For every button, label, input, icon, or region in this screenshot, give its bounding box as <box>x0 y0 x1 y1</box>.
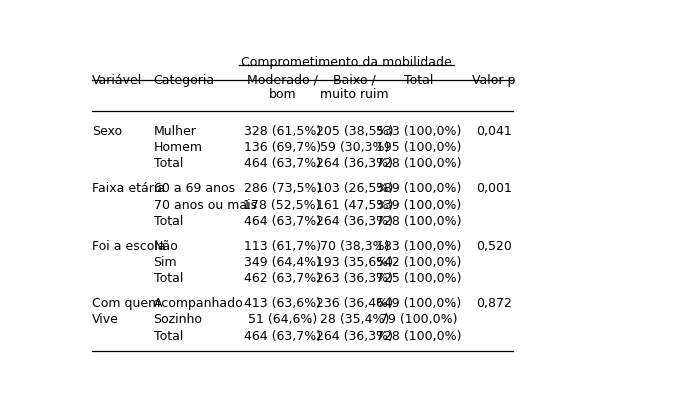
Text: 79 (100,0%): 79 (100,0%) <box>381 314 457 326</box>
Text: 236 (36,4%): 236 (36,4%) <box>316 297 393 310</box>
Text: 263 (36,3%): 263 (36,3%) <box>316 272 393 285</box>
Text: 464 (63,7%): 464 (63,7%) <box>244 215 321 228</box>
Text: Moderado /: Moderado / <box>247 74 318 87</box>
Text: Categoria: Categoria <box>154 74 215 87</box>
Text: Valor p: Valor p <box>473 74 516 87</box>
Text: 161 (47,5%): 161 (47,5%) <box>316 199 393 211</box>
Text: 70 (38,3%): 70 (38,3%) <box>320 240 390 253</box>
Text: 728 (100,0%): 728 (100,0%) <box>376 157 462 170</box>
Text: 205 (38,5%): 205 (38,5%) <box>316 125 393 138</box>
Text: 59 (30,3%): 59 (30,3%) <box>320 141 390 154</box>
Text: Total: Total <box>154 272 183 285</box>
Text: 328 (61,5%): 328 (61,5%) <box>244 125 321 138</box>
Text: 0,041: 0,041 <box>476 125 512 138</box>
Text: Total: Total <box>154 157 183 170</box>
Text: Foi a escola: Foi a escola <box>92 240 165 253</box>
Text: Mulher: Mulher <box>154 125 197 138</box>
Text: 464 (63,7%): 464 (63,7%) <box>244 157 321 170</box>
Text: 728 (100,0%): 728 (100,0%) <box>376 330 462 343</box>
Text: 339 (100,0%): 339 (100,0%) <box>376 199 462 211</box>
Text: Com quem: Com quem <box>92 297 160 310</box>
Text: Sim: Sim <box>154 256 177 269</box>
Text: muito ruim: muito ruim <box>320 89 389 101</box>
Text: 264 (36,3%): 264 (36,3%) <box>316 215 393 228</box>
Text: 264 (36,3%): 264 (36,3%) <box>316 330 393 343</box>
Text: 193 (35,6%): 193 (35,6%) <box>316 256 393 269</box>
Text: Sexo: Sexo <box>92 125 122 138</box>
Text: 113 (61,7%): 113 (61,7%) <box>244 240 321 253</box>
Text: 136 (69,7%): 136 (69,7%) <box>244 141 321 154</box>
Text: 70 anos ou mais: 70 anos ou mais <box>154 199 257 211</box>
Text: Total: Total <box>154 215 183 228</box>
Text: 349 (64,4%): 349 (64,4%) <box>244 256 321 269</box>
Text: 389 (100,0%): 389 (100,0%) <box>376 182 462 195</box>
Text: 51 (64,6%): 51 (64,6%) <box>248 314 317 326</box>
Text: Vive: Vive <box>92 314 119 326</box>
Text: Total: Total <box>404 74 434 87</box>
Text: bom: bom <box>268 89 296 101</box>
Text: Sozinho: Sozinho <box>154 314 203 326</box>
Text: 533 (100,0%): 533 (100,0%) <box>376 125 462 138</box>
Text: 462 (63,7%): 462 (63,7%) <box>244 272 321 285</box>
Text: 183 (100,0%): 183 (100,0%) <box>376 240 462 253</box>
Text: 60 a 69 anos: 60 a 69 anos <box>154 182 235 195</box>
Text: Baixo /: Baixo / <box>334 74 376 87</box>
Text: 0,001: 0,001 <box>476 182 512 195</box>
Text: 542 (100,0%): 542 (100,0%) <box>376 256 462 269</box>
Text: Faixa etária: Faixa etária <box>92 182 165 195</box>
Text: 195 (100,0%): 195 (100,0%) <box>376 141 462 154</box>
Text: 28 (35,4%): 28 (35,4%) <box>320 314 390 326</box>
Text: 728 (100,0%): 728 (100,0%) <box>376 215 462 228</box>
Text: 264 (36,3%): 264 (36,3%) <box>316 157 393 170</box>
Text: Acompanhado: Acompanhado <box>154 297 244 310</box>
Text: 725 (100,0%): 725 (100,0%) <box>376 272 462 285</box>
Text: 0,872: 0,872 <box>476 297 512 310</box>
Text: Não: Não <box>154 240 179 253</box>
Text: 0,520: 0,520 <box>476 240 512 253</box>
Text: Comprometimento da mobilidade: Comprometimento da mobilidade <box>242 55 452 69</box>
Text: Variável: Variável <box>92 74 142 87</box>
Text: 464 (63,7%): 464 (63,7%) <box>244 330 321 343</box>
Text: 413 (63,6%): 413 (63,6%) <box>244 297 321 310</box>
Text: 286 (73,5%): 286 (73,5%) <box>244 182 321 195</box>
Text: 178 (52,5%): 178 (52,5%) <box>244 199 321 211</box>
Text: 649 (100,0%): 649 (100,0%) <box>376 297 462 310</box>
Text: Total: Total <box>154 330 183 343</box>
Text: Homem: Homem <box>154 141 203 154</box>
Text: 103 (26,5%): 103 (26,5%) <box>316 182 393 195</box>
